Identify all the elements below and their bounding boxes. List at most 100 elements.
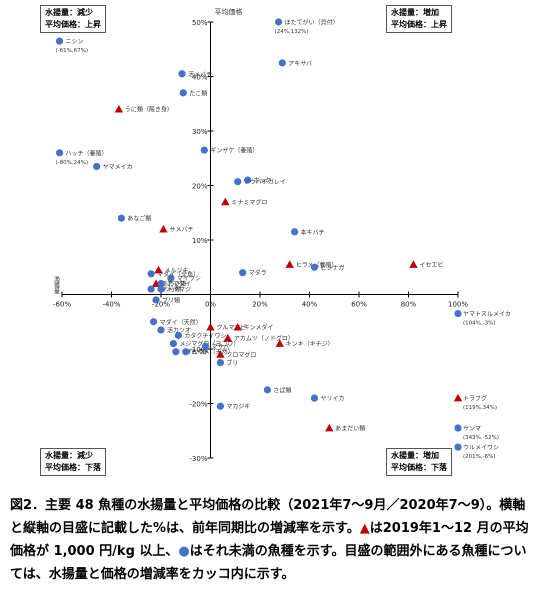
data-point-circle <box>93 162 101 171</box>
quadrant-label-line: 水揚量：減少 <box>45 451 93 460</box>
y-tick-label: 30% <box>192 128 208 136</box>
data-point-label: ホッケ <box>254 178 272 185</box>
data-point-triangle <box>223 333 233 342</box>
data-point-circle <box>274 18 283 26</box>
data-point-label: マカジキ <box>226 404 250 411</box>
data-point-label: クロマグロ <box>226 351 256 359</box>
data-point-label: あまだい類 <box>335 425 365 433</box>
y-axis-title: 平均価格 <box>215 7 243 16</box>
data-point-label: アマダイ <box>167 280 191 288</box>
data-point-circle <box>244 176 252 184</box>
data-point-note: (-80%,24%) <box>56 160 88 166</box>
quadrant-label-line: 水揚量：増加 <box>391 451 439 460</box>
y-tick-label: 50% <box>192 19 208 27</box>
data-point-note: (119%,34%) <box>463 405 497 411</box>
data-point-label: トヤマジ <box>167 287 191 294</box>
triangle-legend-icon: ▲ <box>359 521 370 536</box>
data-point-note: (-61%,67%) <box>56 48 88 54</box>
data-point-note: (104%,-3%) <box>463 321 495 327</box>
data-point-label: さば類 <box>273 386 291 394</box>
quadrant-label-line: 平均価格：上昇 <box>391 20 447 29</box>
data-point-label: マダイ（全魚） <box>157 270 199 278</box>
data-point-circle <box>157 280 165 288</box>
x-tick-label: -60% <box>53 301 71 309</box>
data-point-circle <box>454 309 462 318</box>
data-point-label: ギンザケ（養殖） <box>210 147 258 155</box>
x-axis-title: 漁獲量 <box>53 275 60 295</box>
data-point-circle <box>157 285 165 293</box>
caption-part-3: はそれ未満の魚種を示す。目盛の範囲外にある魚種については、水揚量と価格の増減率を… <box>10 544 527 582</box>
data-point-note: (343%,-52%) <box>463 435 499 441</box>
data-point-triangle <box>216 350 225 358</box>
data-point-circle <box>234 178 242 186</box>
data-point-circle <box>157 326 165 334</box>
quadrant-label-bottom-right: 水揚量：増加 平均価格：下落 <box>386 448 452 476</box>
data-point-label: ブリ類 <box>162 296 180 304</box>
data-point-circle <box>454 443 462 451</box>
data-point-label: クルマエビ <box>217 324 247 332</box>
y-tick-label: -30% <box>189 455 207 463</box>
quadrant-label-top-left: 水揚量：減少 平均価格：上昇 <box>40 5 106 33</box>
data-point-label: カタクチイワシ <box>184 332 226 340</box>
data-point-triangle <box>233 323 242 331</box>
data-point-label: マサバ <box>212 344 230 351</box>
data-point-triangle <box>325 423 334 432</box>
data-point-label: マイワシ <box>177 276 201 283</box>
figure-caption: 図2．主要 48 魚種の水揚量と平均価格の比較（2021年7～9月／2020年7… <box>10 494 534 586</box>
data-point-circle <box>178 70 186 78</box>
data-point-label: キンメダイ <box>244 324 274 332</box>
quadrant-label-line: 水揚量：減少 <box>45 8 93 17</box>
data-point-label: ハッチ（養殖） <box>66 149 108 157</box>
data-point-circle <box>55 149 64 157</box>
data-point-label: メルジキ <box>165 267 189 274</box>
data-point-note: (24%,132%) <box>275 29 309 35</box>
data-point-label: トラフグ <box>463 395 487 403</box>
data-point-circle <box>169 339 177 348</box>
quadrant-label-bottom-left: 水揚量：減少 平均価格：下落 <box>40 448 106 476</box>
data-point-triangle <box>159 224 168 233</box>
caption-part-2: は2019年1～12 月の平均価格が 1,000 円/kg 以上、 <box>10 521 529 559</box>
data-point-circle <box>310 394 319 402</box>
data-point-circle <box>263 386 272 394</box>
data-point-circle <box>117 214 125 222</box>
x-tick-label: -20% <box>152 301 170 309</box>
data-point-triangle <box>221 197 230 206</box>
data-point-label: 活メバチ <box>188 70 212 78</box>
x-tick-label: 60% <box>351 301 367 309</box>
data-point-label: あなご類 <box>127 215 151 223</box>
quadrant-label-line: 平均価格：下落 <box>391 463 447 472</box>
data-point-circle <box>167 274 175 282</box>
data-point-label: アキサバ <box>288 60 312 67</box>
data-point-circle <box>149 318 158 326</box>
data-point-label: ヤリイカ <box>320 396 344 403</box>
data-point-label: ほたてがい（貝付） <box>285 19 339 27</box>
data-point-circle <box>182 348 190 356</box>
data-point-label: ミナミマグロ <box>231 198 267 206</box>
data-point-note: (201%,-6%) <box>463 454 495 460</box>
data-point-circle <box>174 331 182 339</box>
data-point-label: メジマグロ（ヨコワ） <box>179 340 239 348</box>
data-point-label: サンマ <box>463 426 481 433</box>
x-tick-label: 20% <box>252 301 268 309</box>
data-point-label: あわび類 <box>162 280 186 288</box>
x-tick-label: 100% <box>448 301 468 309</box>
data-point-circle <box>200 146 208 154</box>
scatter-chart: -60% -40% -20% 0% 20% 40% 60% 80% 100% -30% -20% -1… <box>53 7 512 471</box>
data-point-circle <box>216 359 224 367</box>
data-point-label: ヒラメ（天然） <box>192 348 234 356</box>
data-point-label: かれい類 <box>182 348 206 356</box>
data-point-triangle <box>453 393 463 402</box>
quadrant-label-line: 水揚量：増加 <box>391 8 439 17</box>
data-point-label: ヤマトスルメイカ <box>463 311 511 318</box>
data-point-circle <box>216 402 224 410</box>
data-point-label: うに類（殻き身） <box>125 106 173 114</box>
data-point-circle <box>454 424 462 432</box>
data-point-circle <box>179 89 187 97</box>
data-point-circle <box>152 296 160 304</box>
data-point-label: さわら類 <box>157 286 181 294</box>
data-point-label: たこ類 <box>189 89 207 97</box>
data-point-circle <box>201 342 210 350</box>
x-tick-label: 0% <box>205 301 216 309</box>
data-point-label: ヤマメイカ <box>103 164 133 171</box>
data-point-triangle <box>114 105 124 113</box>
